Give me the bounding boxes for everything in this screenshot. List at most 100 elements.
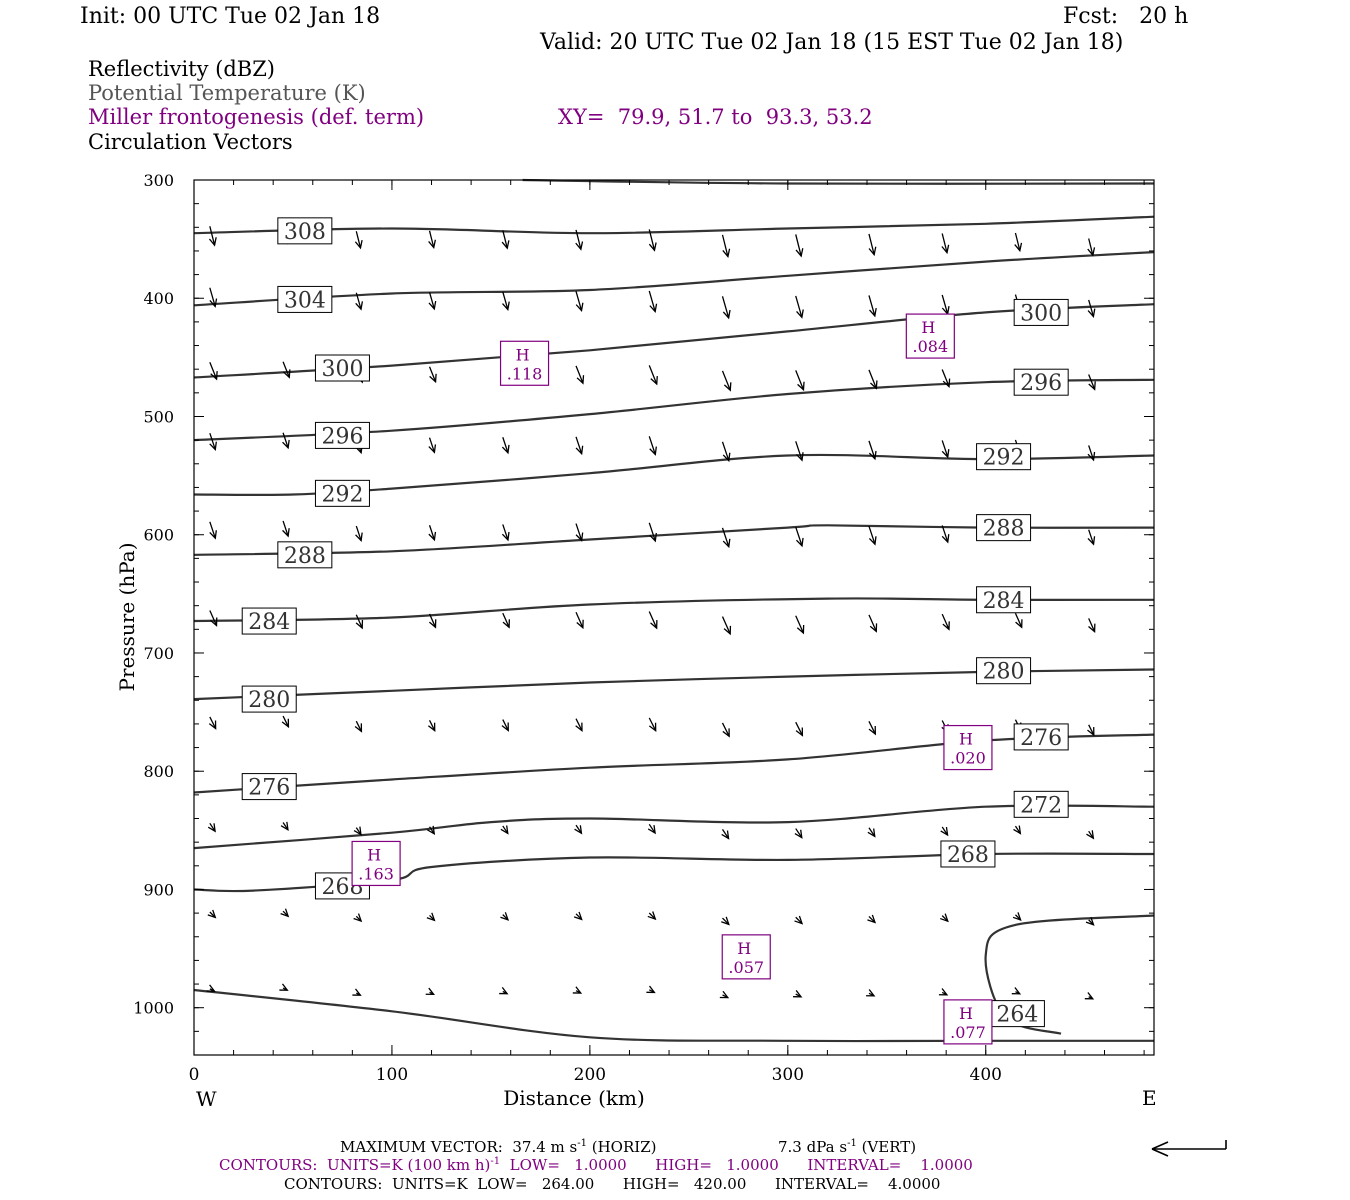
circulation-vector: [281, 715, 290, 729]
circulation-vector: [354, 720, 363, 733]
circulation-vector: [280, 908, 290, 918]
circulation-vector: [866, 989, 876, 997]
max-vector-vert-tag: (VERT): [856, 1138, 917, 1156]
circulation-vector: [721, 296, 731, 320]
circulation-vector: [721, 916, 730, 926]
x-tick-label: 400: [970, 1065, 1002, 1085]
theta-contour-label: 300: [1013, 298, 1069, 326]
svg-text:300: 300: [1020, 301, 1062, 326]
circulation-vector: [721, 370, 732, 392]
y-tick-label: 900: [143, 880, 174, 899]
svg-text:284: 284: [248, 610, 290, 635]
circulation-vector: [575, 718, 583, 732]
circulation-vector: [794, 915, 804, 925]
svg-text:268: 268: [947, 843, 989, 868]
circulation-vector: [867, 827, 876, 838]
circulation-vector: [795, 526, 804, 548]
circulation-vector: [793, 990, 803, 998]
circulation-vector: [209, 432, 217, 452]
circulation-vector: [647, 911, 657, 921]
theta-contour-label: 264: [989, 1000, 1045, 1028]
circulation-vector: [941, 233, 950, 255]
circulation-vector: [209, 610, 218, 627]
svg-text:288: 288: [983, 517, 1025, 542]
circulation-vector: [574, 824, 583, 835]
circulation-vector: [575, 436, 584, 456]
svg-text:.057: .057: [728, 958, 764, 977]
circulation-vector: [648, 611, 658, 630]
circulation-vector: [209, 362, 218, 381]
theta-contour: [193, 251, 1155, 307]
circulation-vector: [427, 720, 436, 733]
circulation-vector: [355, 292, 364, 311]
circulation-vector: [428, 366, 437, 384]
circulation-vector: [794, 828, 803, 839]
reference-vector-icon: [1151, 1140, 1227, 1157]
circulation-vector: [501, 524, 510, 542]
theta-contour-label: 288: [277, 541, 333, 569]
circulation-vector: [940, 913, 949, 923]
circulation-vector: [648, 229, 657, 252]
circulation-vector: [207, 909, 217, 919]
x-left-direction: W: [196, 1087, 217, 1111]
circulation-vector: [209, 521, 217, 540]
frontogenesis-max-marker: H.163: [351, 840, 401, 887]
y-tick-label: 800: [143, 762, 174, 781]
circulation-vector: [353, 826, 362, 836]
circulation-vector: [868, 440, 877, 461]
theta-contour-label: 296: [314, 421, 370, 449]
circulation-vector: [941, 440, 950, 459]
y-tick-label: 300: [143, 171, 174, 190]
circulation-vector: [721, 441, 731, 463]
x-right-direction: E: [1142, 1086, 1157, 1110]
circulation-vector: [427, 825, 436, 836]
cross-section-endpoints: XY= 79.9, 51.7 to 93.3, 53.2: [558, 105, 873, 129]
legend-frontogenesis: Miller frontogenesis (def. term): [88, 105, 425, 129]
svg-text:284: 284: [983, 589, 1025, 614]
svg-text:H: H: [737, 939, 751, 958]
frontogenesis-max-marker: H.077: [943, 999, 993, 1045]
circulation-vector: [428, 292, 437, 311]
circulation-vector: [501, 719, 509, 732]
svg-text:.020: .020: [950, 749, 986, 768]
circulation-vector: [795, 234, 804, 258]
svg-text:.084: .084: [913, 337, 949, 356]
circulation-vector: [499, 986, 509, 995]
circulation-vector: [1086, 830, 1095, 840]
theta-contour: [193, 804, 1155, 850]
svg-text:H: H: [367, 845, 381, 864]
max-vector-vert-value: 7.3 dPa s: [778, 1138, 848, 1156]
x-tick-label: 100: [376, 1065, 408, 1085]
circulation-vector: [868, 295, 877, 318]
theta-contour-label: 284: [241, 607, 297, 635]
circulation-vector: [941, 613, 950, 631]
circulation-vector: [868, 233, 877, 257]
theta-contour-label: 288: [976, 514, 1032, 542]
svg-text:308: 308: [284, 220, 326, 245]
circulation-vector: [501, 230, 510, 250]
circulation-vector: [867, 914, 877, 924]
circulation-vector: [648, 290, 658, 314]
circulation-vector: [502, 612, 511, 629]
circulation-vector: [209, 287, 218, 308]
circulation-vector: [1011, 987, 1022, 995]
circulation-vector: [1014, 613, 1023, 629]
theta-contour: [193, 733, 1155, 794]
max-vector-horiz: MAXIMUM VECTOR: 37.4 m s: [340, 1138, 578, 1156]
circulation-vector: [648, 717, 657, 733]
x-tick-label: 0: [189, 1065, 200, 1085]
circulation-vector: [501, 437, 510, 455]
circulation-vector: [721, 234, 731, 259]
circulation-vector: [795, 721, 804, 737]
theta-contour-label: 276: [241, 773, 297, 801]
circulation-vector: [355, 525, 363, 542]
circulation-vector: [428, 230, 437, 250]
svg-text:276: 276: [248, 776, 290, 801]
circulation-vector: [500, 825, 509, 835]
circulation-vector: [868, 526, 877, 546]
svg-text:300: 300: [321, 357, 363, 382]
svg-text:H: H: [921, 318, 935, 337]
circulation-vector: [355, 614, 364, 630]
circulation-vector: [279, 983, 289, 991]
circulation-vector: [938, 988, 949, 996]
